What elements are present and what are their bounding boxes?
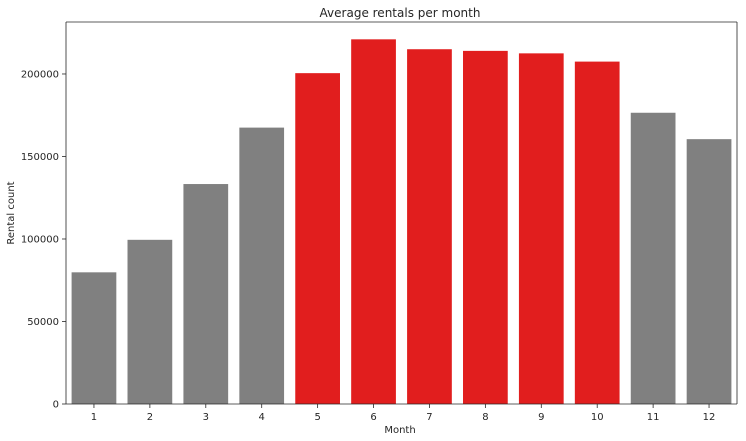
- x-tick-label: 11: [647, 412, 660, 423]
- chart-title: Average rentals per month: [320, 6, 481, 20]
- bar-month-5: [295, 73, 340, 404]
- x-tick-label: 4: [259, 412, 265, 423]
- x-tick-label: 9: [538, 412, 544, 423]
- x-tick-label: 3: [203, 412, 209, 423]
- bar-month-11: [630, 112, 676, 404]
- y-tick-label: 50000: [27, 317, 59, 328]
- x-tick-label: 2: [147, 412, 153, 423]
- y-tick-label: 200000: [21, 69, 59, 80]
- y-tick-label: 150000: [21, 152, 59, 163]
- bar-month-6: [351, 39, 396, 404]
- x-tick-label: 8: [482, 412, 488, 423]
- bar-month-8: [463, 50, 508, 404]
- x-tick-label: 1: [91, 412, 97, 423]
- x-tick-label: 12: [703, 412, 716, 423]
- x-tick-label: 6: [370, 412, 376, 423]
- y-tick-label: 100000: [21, 234, 59, 245]
- bar-month-12: [686, 139, 732, 405]
- bar-month-3: [183, 184, 229, 404]
- bar-month-10: [574, 61, 620, 404]
- x-tick-label: 7: [426, 412, 432, 423]
- bar-month-1: [71, 272, 117, 404]
- bar-month-9: [518, 53, 564, 404]
- bar-month-7: [407, 49, 452, 405]
- x-tick-label: 10: [591, 412, 604, 423]
- bar-month-4: [239, 127, 285, 405]
- x-axis-label: Month: [384, 425, 415, 436]
- x-tick-label: 5: [314, 412, 320, 423]
- bar-month-2: [127, 239, 173, 404]
- y-tick-label: 0: [53, 400, 59, 411]
- y-axis-label: Rental count: [6, 181, 17, 244]
